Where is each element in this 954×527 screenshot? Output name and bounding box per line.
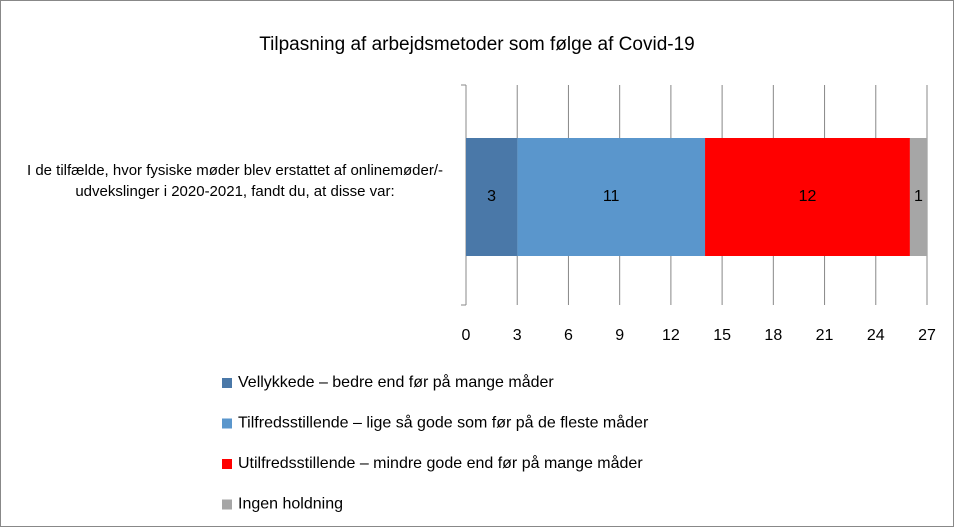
legend-swatch xyxy=(222,459,232,469)
legend-swatch xyxy=(222,418,232,429)
x-tick-label: 0 xyxy=(462,327,471,344)
legend-label: Vellykkede – bedre end før på mange måde… xyxy=(238,373,554,391)
chart-title: Tilpasning af arbejdsmetoder som følge a… xyxy=(259,34,694,55)
x-tick-label: 12 xyxy=(662,327,680,344)
x-tick-label: 27 xyxy=(918,327,936,344)
bar-segment xyxy=(466,138,518,256)
bar-segment xyxy=(909,138,927,256)
category-label: I de tilfælde, hvor fysiske møder blev e… xyxy=(27,162,443,200)
x-tick-label: 3 xyxy=(513,327,522,344)
data-label: 12 xyxy=(799,188,817,205)
data-label: 3 xyxy=(487,188,496,205)
legend-label: Ingen holdning xyxy=(238,496,343,513)
legend-label: Utilfredsstillende – mindre gode end før… xyxy=(238,454,643,472)
legend-label: Tilfredsstillende – lige så gode som før… xyxy=(238,414,649,432)
x-tick-label: 21 xyxy=(816,327,834,344)
bar-segment xyxy=(517,138,706,256)
x-tick-label: 18 xyxy=(764,327,782,344)
x-tick-label: 15 xyxy=(713,327,731,344)
data-label: 11 xyxy=(603,188,620,205)
x-tick-label: 6 xyxy=(564,327,573,344)
data-label: 1 xyxy=(914,188,923,205)
legend-swatch xyxy=(222,378,232,388)
x-tick-label: 24 xyxy=(867,327,885,344)
legend-swatch xyxy=(222,499,232,510)
x-tick-label: 9 xyxy=(615,327,624,344)
bar-segment xyxy=(705,138,910,256)
